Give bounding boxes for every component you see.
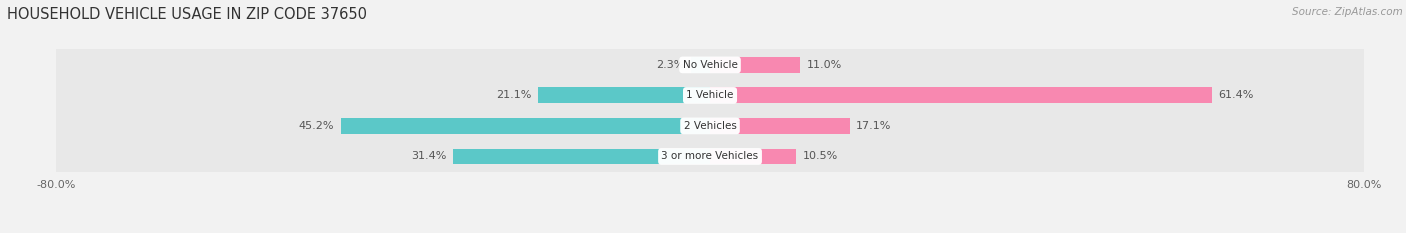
Bar [537, 87, 710, 103]
Bar [710, 148, 796, 164]
Bar [340, 118, 710, 134]
Bar [56, 141, 1364, 172]
Text: 10.5%: 10.5% [803, 151, 838, 161]
Bar [710, 87, 1212, 103]
Text: 2 Vehicles: 2 Vehicles [683, 121, 737, 131]
Text: 31.4%: 31.4% [412, 151, 447, 161]
Text: 3 or more Vehicles: 3 or more Vehicles [661, 151, 759, 161]
Bar [453, 148, 710, 164]
Bar [710, 57, 800, 73]
Bar [710, 118, 849, 134]
Text: Source: ZipAtlas.com: Source: ZipAtlas.com [1292, 7, 1403, 17]
Text: HOUSEHOLD VEHICLE USAGE IN ZIP CODE 37650: HOUSEHOLD VEHICLE USAGE IN ZIP CODE 3765… [7, 7, 367, 22]
Bar [56, 110, 1364, 141]
Text: 61.4%: 61.4% [1219, 90, 1254, 100]
Text: 2.3%: 2.3% [657, 60, 685, 70]
Bar [692, 57, 710, 73]
Bar [56, 49, 1364, 80]
Bar [56, 80, 1364, 111]
Text: No Vehicle: No Vehicle [682, 60, 738, 70]
Text: 1 Vehicle: 1 Vehicle [686, 90, 734, 100]
Text: 45.2%: 45.2% [298, 121, 335, 131]
Legend: Owner-occupied, Renter-occupied: Owner-occupied, Renter-occupied [593, 230, 827, 233]
Text: 11.0%: 11.0% [807, 60, 842, 70]
Text: 21.1%: 21.1% [496, 90, 531, 100]
Text: 17.1%: 17.1% [856, 121, 891, 131]
